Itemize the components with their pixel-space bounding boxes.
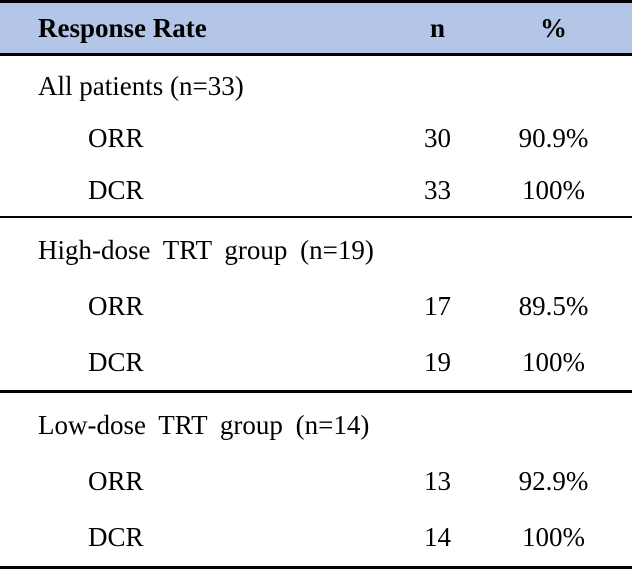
row-percent-value: 100% <box>522 174 585 205</box>
row-label: ORR <box>88 465 144 496</box>
row-n-value: 19 <box>424 346 451 377</box>
table-row: DCR 33 100% <box>0 164 632 216</box>
section-title-row: All patients (n=33) <box>0 60 632 112</box>
row-label: DCR <box>88 522 144 553</box>
row-percent-value: 89.5% <box>518 290 589 321</box>
row-n-value: 14 <box>424 522 451 553</box>
row-label: ORR <box>88 290 144 321</box>
row-n-value: 33 <box>424 174 451 205</box>
row-label: DCR <box>88 346 144 377</box>
row-n-value: 17 <box>424 290 451 321</box>
section-title: High-dose TRT group (n=19) <box>38 234 374 265</box>
table-row: ORR 30 90.9% <box>0 112 632 164</box>
row-percent-value: 100% <box>522 522 585 553</box>
header-n: n <box>429 12 446 43</box>
section-low-dose-trt: Low-dose TRT group (n=14) ORR 13 92.9% D… <box>0 393 632 569</box>
row-n-value: 30 <box>424 122 451 153</box>
table-header-row: Response Rate n % <box>0 0 632 56</box>
row-label: DCR <box>88 174 144 205</box>
section-title-row: High-dose TRT group (n=19) <box>0 222 632 278</box>
section-title: Low-dose TRT group (n=14) <box>38 409 370 440</box>
row-percent-value: 92.9% <box>518 465 589 496</box>
section-all-patients: All patients (n=33) ORR 30 90.9% DCR 33 … <box>0 56 632 218</box>
section-high-dose-trt: High-dose TRT group (n=19) ORR 17 89.5% … <box>0 218 632 393</box>
header-percent: % <box>540 12 567 43</box>
row-label: ORR <box>88 122 144 153</box>
row-percent-value: 90.9% <box>518 122 589 153</box>
row-n-value: 13 <box>424 465 451 496</box>
table-row: DCR 14 100% <box>0 510 632 566</box>
table-row: ORR 13 92.9% <box>0 453 632 509</box>
section-title: All patients (n=33) <box>38 70 244 101</box>
table-row: DCR 19 100% <box>0 334 632 390</box>
table-row: ORR 17 89.5% <box>0 278 632 334</box>
section-title-row: Low-dose TRT group (n=14) <box>0 397 632 453</box>
row-percent-value: 100% <box>522 346 585 377</box>
header-response-rate: Response Rate <box>38 12 207 43</box>
